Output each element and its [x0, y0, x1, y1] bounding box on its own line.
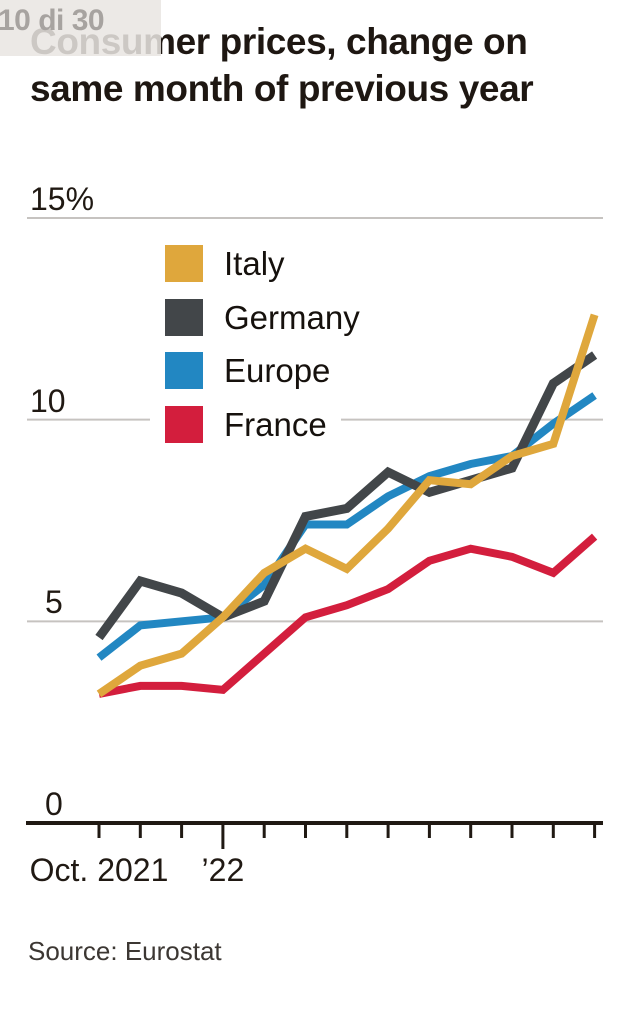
x-axis-label-0: Oct. 2021 — [29, 852, 169, 888]
legend-label-italy: Italy — [224, 245, 285, 282]
line-france — [98, 533, 598, 698]
line-italy — [96, 313, 599, 698]
y-axis-label-5: 5 — [45, 584, 63, 621]
x-axis-label-3: ’22 — [201, 852, 245, 888]
y-axis-label-0: 0 — [45, 786, 63, 822]
x-axis — [26, 821, 603, 849]
legend-item-france: France — [150, 406, 341, 444]
pager-counter: 10 di 30 — [0, 4, 105, 37]
legend-swatch-europe — [165, 352, 203, 390]
line-germany — [95, 351, 598, 641]
y-axis-label-10: 10 — [30, 382, 66, 419]
y-axis-label-15: 15% — [30, 181, 95, 217]
legend-item-germany: Germany — [150, 298, 374, 336]
series-lines — [95, 313, 599, 698]
chart-title-line-2: same month of previous year — [30, 68, 534, 109]
legend-swatch-italy — [165, 245, 203, 282]
legend-item-italy: Italy — [150, 245, 299, 282]
legend-label-germany: Germany — [224, 298, 360, 336]
legend-swatch-france — [165, 406, 203, 444]
legend-label-france: France — [224, 406, 327, 444]
legend-swatch-germany — [165, 298, 203, 336]
source-note: Source: Eurostat — [28, 936, 222, 966]
legend-item-europe: Europe — [150, 352, 345, 390]
legend-label-europe: Europe — [224, 352, 331, 390]
pager-overlay: 10 di 30 — [0, 0, 161, 56]
